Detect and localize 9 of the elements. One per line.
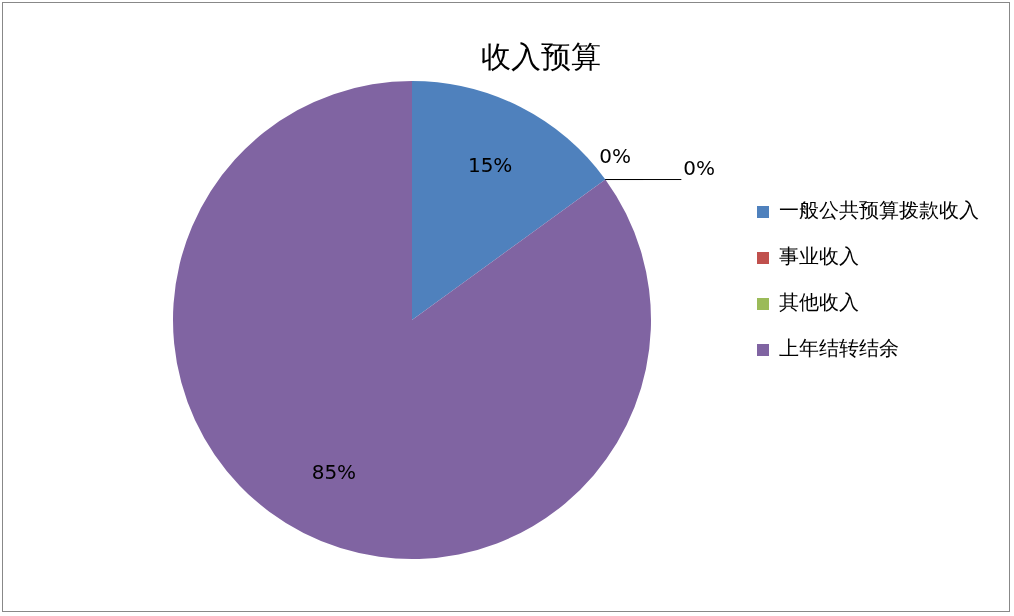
- legend-label: 事业收入: [779, 244, 859, 269]
- legend-label: 其他收入: [779, 290, 859, 315]
- legend-label: 上年结转结余: [779, 336, 899, 361]
- data-label: 15%: [467, 152, 513, 177]
- text: 0%: [683, 155, 716, 180]
- text: 0%: [599, 143, 632, 168]
- data-label: 85%: [311, 459, 357, 484]
- chart-title: 收入预算: [481, 38, 601, 74]
- legend-label: 一般公共预算拨款收入: [779, 198, 979, 223]
